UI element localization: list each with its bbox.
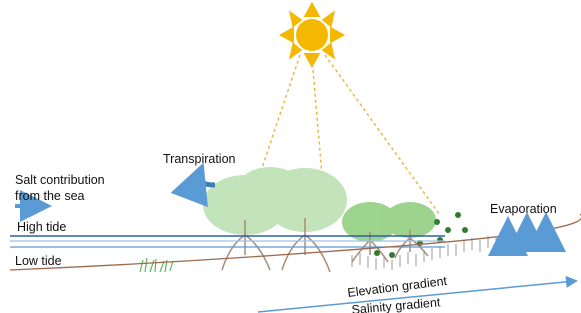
high-tide-label: High tide (17, 220, 66, 234)
transpiration-arrow (199, 172, 215, 185)
diagram: Transpiration Salt contribution from the… (0, 0, 581, 313)
transpiration-label: Transpiration (163, 152, 236, 166)
grass (140, 258, 173, 272)
evaporation-label: Evaporation (490, 202, 557, 216)
low-tide-label: Low tide (15, 254, 62, 268)
sun (283, 6, 341, 64)
salt-label: from the sea (15, 189, 85, 203)
mangrove-trees (203, 167, 468, 272)
salt-label: Salt contribution (15, 173, 105, 187)
